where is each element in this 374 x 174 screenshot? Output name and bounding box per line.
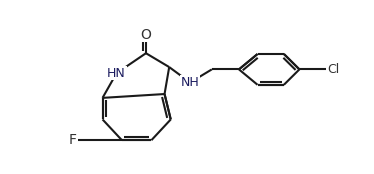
Text: NH: NH: [181, 76, 199, 89]
Text: F: F: [68, 133, 76, 147]
Text: HN: HN: [107, 67, 126, 80]
Text: Cl: Cl: [327, 63, 340, 76]
Text: O: O: [141, 28, 151, 42]
